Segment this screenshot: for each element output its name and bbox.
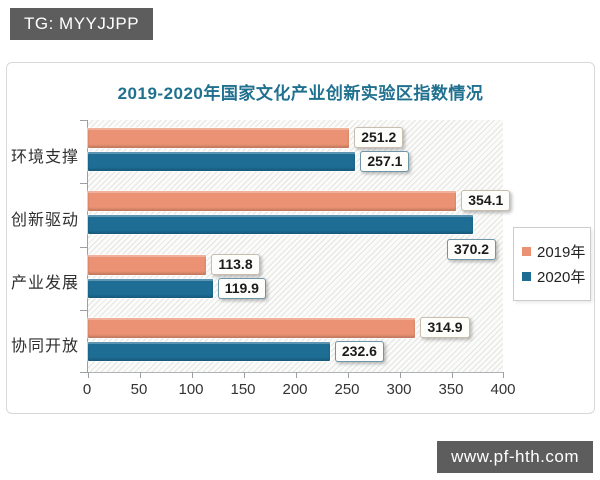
y-axis-labels: 环境支撑创新驱动产业发展协同开放	[7, 120, 83, 373]
bar-2019年-创新驱动	[88, 191, 457, 212]
y-axis-tick	[80, 247, 88, 248]
value-label: 119.9	[217, 277, 266, 299]
x-axis-tick	[296, 372, 297, 378]
legend-swatch	[522, 247, 531, 256]
value-label: 251.2	[354, 127, 404, 148]
bar-2020年-环境支撑	[88, 152, 356, 171]
legend-label: 2020年	[537, 269, 586, 286]
y-axis-tick	[80, 183, 88, 184]
value-label: 370.2	[447, 239, 497, 261]
bar-2019年-环境支撑	[88, 128, 350, 148]
value-label: 113.8	[211, 253, 260, 275]
x-axis-tick	[400, 372, 401, 378]
y-axis-label: 协同开放	[10, 338, 79, 356]
x-axis-tick	[88, 372, 89, 378]
x-axis-labels: 0 50 100 150 200 250 300 350 400	[83, 379, 516, 401]
value-label: 232.6	[334, 340, 384, 362]
legend-item: 2020年	[522, 266, 586, 287]
bar-2019年-协同开放	[88, 317, 416, 338]
y-axis-tick	[80, 372, 88, 373]
bar-2020年-创新驱动	[88, 215, 473, 235]
x-axis-tick-label: 150	[230, 381, 256, 398]
value-label: 354.1	[461, 190, 511, 212]
x-axis-tick-label: 250	[334, 381, 360, 398]
x-axis-tick-label: 350	[438, 381, 464, 398]
bar-2020年-协同开放	[88, 341, 330, 361]
x-axis-tick	[452, 372, 453, 378]
value-label: 257.1	[360, 151, 410, 172]
y-axis-label: 产业发展	[10, 275, 79, 293]
plot-area: 251.2 257.1 354.1 370.2 113.8 119.9 314.9 232.6	[80, 120, 511, 378]
x-axis-tick-label: 400	[490, 381, 516, 398]
legend-swatch	[522, 272, 531, 281]
y-axis-label: 环境支撑	[10, 148, 79, 166]
bar-2019年-产业发展	[88, 254, 207, 275]
x-axis-tick-label: 300	[386, 381, 412, 398]
x-axis-tick-label: 200	[282, 381, 308, 398]
chart-card: 2019-2020年国家文化产业创新实验区指数情况 环境支撑创新驱动产业发展协同…	[6, 62, 595, 414]
y-axis-label: 创新驱动	[10, 211, 79, 229]
legend-item: 2019年	[522, 241, 586, 262]
legend: 2019年 2020年	[513, 227, 591, 301]
x-axis-tick-label: 50	[130, 381, 148, 398]
y-axis-tick	[80, 310, 88, 311]
watermark-tg-badge: TG: MYYJJPP	[10, 8, 154, 40]
x-axis-tick	[140, 372, 141, 378]
x-axis-tick	[348, 372, 349, 378]
value-label: 314.9	[420, 316, 470, 338]
x-axis-tick-label: 100	[178, 381, 204, 398]
y-axis-tick	[80, 120, 88, 121]
watermark-url-badge: www.pf-hth.com	[437, 441, 593, 473]
legend-label: 2019年	[537, 244, 586, 261]
bar-2020年-产业发展	[88, 278, 213, 298]
x-axis-tick-label: 0	[82, 381, 92, 398]
x-axis-tick	[192, 372, 193, 378]
x-axis-tick	[244, 372, 245, 378]
x-axis-tick	[503, 372, 504, 378]
chart-title: 2019-2020年国家文化产业创新实验区指数情况	[117, 84, 484, 103]
